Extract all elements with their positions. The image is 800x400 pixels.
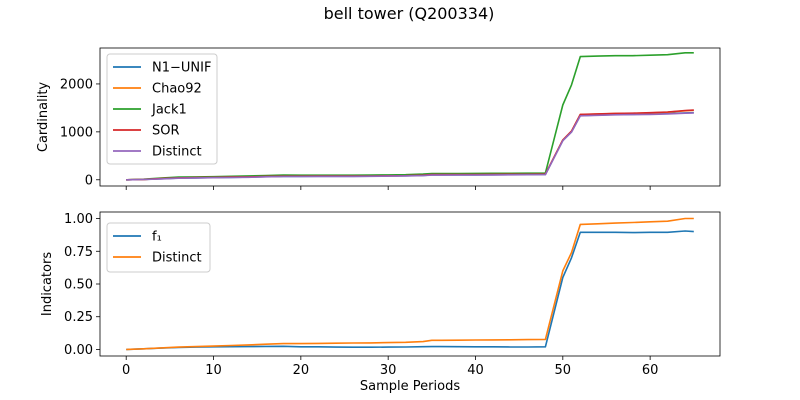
- cardinality-ytick-label: 2000: [60, 77, 93, 92]
- chart-title: bell tower (Q200334): [324, 4, 495, 23]
- indicators-ylabel: Indicators: [40, 252, 55, 316]
- cardinality-series-distinct: [126, 112, 694, 181]
- cardinality-plot: 0 1000 2000 Cardinality N1−UNIF Chao92 Jack1 SO…: [36, 47, 721, 190]
- cardinality-legend: [106, 53, 218, 165]
- cardinality-legend-label: Jack1: [151, 103, 187, 118]
- indicators-ytick-label: 0.25: [64, 310, 93, 325]
- indicators-legend-label: Distinct: [152, 251, 202, 266]
- indicators-xtick-label: 50: [555, 363, 572, 378]
- indicators-xtick-label: 30: [380, 363, 397, 378]
- indicators-xtick-label: 20: [293, 363, 310, 378]
- cardinality-axes-frame: [99, 47, 721, 187]
- cardinality-legend-label: Chao92: [152, 82, 202, 97]
- indicators-xlabel: Sample Periods: [360, 379, 460, 394]
- cardinality-legend-label: SOR: [152, 124, 180, 139]
- indicators-ytick-label: 0.50: [64, 278, 93, 293]
- indicators-legend-label: f₁: [152, 230, 162, 245]
- cardinality-legend-label: Distinct: [152, 145, 202, 160]
- cardinality-ytick-label: 0: [85, 173, 93, 188]
- indicators-plot: 0 10 20 30 40 50 60 0.00 0.25 0.50 0.75 1.00 Indicat…: [40, 211, 721, 394]
- cardinality-ylabel: Cardinality: [36, 82, 51, 153]
- indicators-xtick-label: 60: [642, 363, 659, 378]
- indicators-series-distinct: [126, 217, 694, 351]
- indicators-xtick-label: 10: [205, 363, 222, 378]
- indicators-xtick-label: 40: [467, 363, 484, 378]
- indicators-ytick-label: 0.75: [64, 245, 93, 260]
- indicators-xtick-label: 0: [122, 363, 130, 378]
- indicators-ytick-label: 0.00: [64, 343, 93, 358]
- cardinality-legend-label: N1−UNIF: [152, 61, 211, 76]
- indicators-series-f: [126, 230, 694, 351]
- indicators-ytick-label: 1.00: [64, 212, 93, 227]
- cardinality-ytick-label: 1000: [60, 125, 93, 140]
